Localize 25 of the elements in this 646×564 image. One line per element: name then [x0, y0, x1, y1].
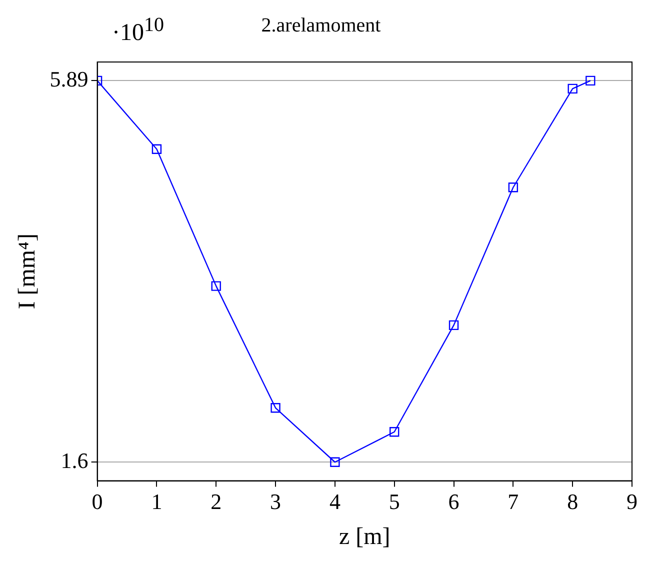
point: [211, 281, 221, 291]
point: [152, 144, 162, 154]
point: [508, 182, 518, 192]
x-tick-label: 2: [210, 488, 222, 514]
chart-title: 2.arelamoment: [261, 14, 382, 36]
x-tick-label: 6: [448, 488, 460, 514]
point: [448, 320, 459, 330]
point: [586, 76, 596, 86]
y-tick-label: 1.6: [60, 448, 88, 473]
point: [330, 457, 340, 467]
point: [270, 403, 280, 413]
x-tick-label: 4: [329, 488, 340, 514]
y-tick-label: 5.89: [50, 66, 88, 92]
x-tick-label: 3: [270, 488, 282, 514]
y-axis-title: I [mm⁴]: [14, 234, 41, 310]
x-tick-label: 7: [508, 488, 519, 514]
point: [390, 427, 400, 437]
text: ·10$^{10}$: [112, 14, 164, 47]
x-tick-label: 5: [388, 488, 400, 514]
x-tick-label: 1: [151, 488, 162, 514]
x-tick-label: 8: [567, 488, 578, 514]
x-tick-label: 0: [92, 488, 103, 514]
x-axis-title: z [m]: [338, 524, 390, 550]
x-tick-label: 9: [626, 488, 638, 514]
point: [568, 84, 578, 94]
